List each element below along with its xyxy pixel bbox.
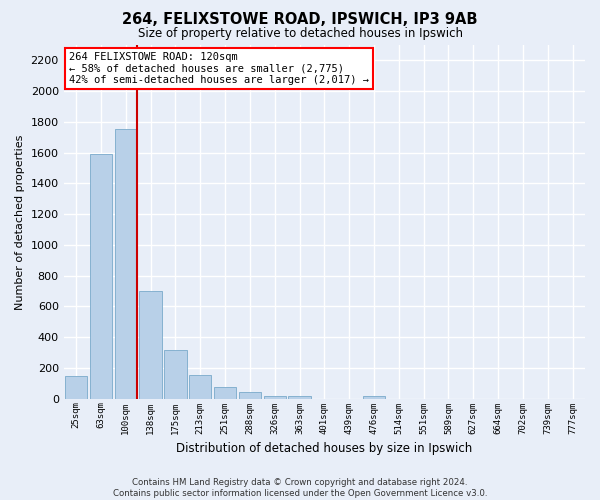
Text: Contains HM Land Registry data © Crown copyright and database right 2024.
Contai: Contains HM Land Registry data © Crown c…: [113, 478, 487, 498]
Bar: [189, 375, 211, 398]
Bar: [263, 396, 286, 398]
Bar: [115, 129, 137, 398]
Bar: [65, 376, 87, 398]
Bar: [239, 392, 261, 398]
Bar: [289, 396, 311, 398]
Text: 264 FELIXSTOWE ROAD: 120sqm
← 58% of detached houses are smaller (2,775)
42% of : 264 FELIXSTOWE ROAD: 120sqm ← 58% of det…: [69, 52, 369, 86]
Y-axis label: Number of detached properties: Number of detached properties: [15, 134, 25, 310]
Bar: [214, 387, 236, 398]
Bar: [139, 291, 162, 399]
Text: 264, FELIXSTOWE ROAD, IPSWICH, IP3 9AB: 264, FELIXSTOWE ROAD, IPSWICH, IP3 9AB: [122, 12, 478, 28]
Bar: [90, 154, 112, 398]
Text: Size of property relative to detached houses in Ipswich: Size of property relative to detached ho…: [137, 28, 463, 40]
Bar: [363, 396, 385, 398]
X-axis label: Distribution of detached houses by size in Ipswich: Distribution of detached houses by size …: [176, 442, 472, 455]
Bar: [164, 350, 187, 399]
